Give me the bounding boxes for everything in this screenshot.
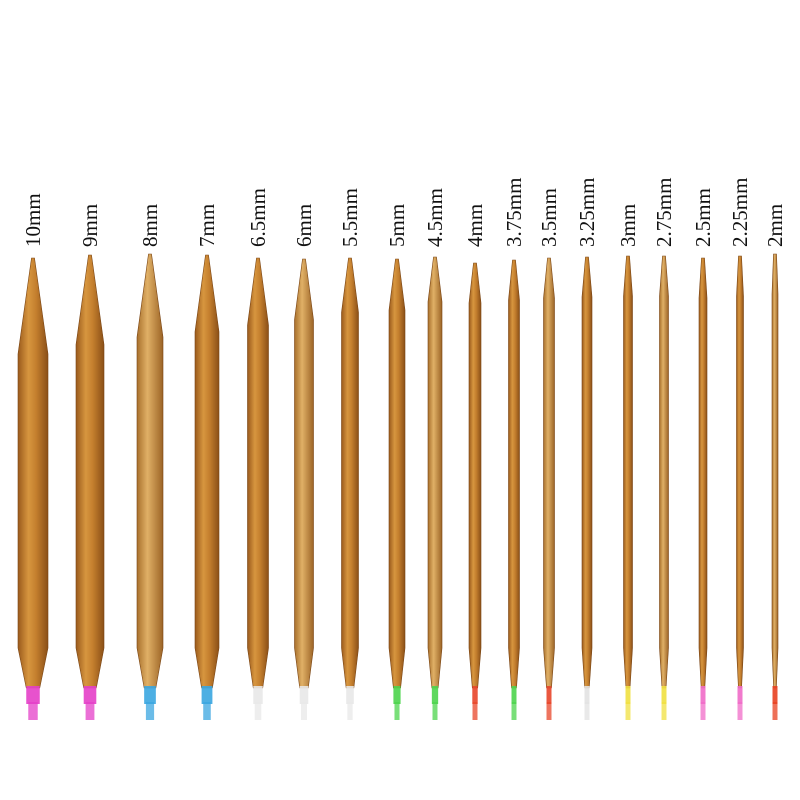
cable xyxy=(625,702,631,720)
size-label: 5.5mm xyxy=(338,188,362,247)
ferrule xyxy=(546,686,552,704)
ferrule xyxy=(201,686,213,704)
needle xyxy=(581,256,593,689)
size-label: 3mm xyxy=(616,204,640,247)
cable xyxy=(772,702,778,720)
ferrule xyxy=(511,686,517,704)
ferrule xyxy=(584,686,590,704)
needle xyxy=(194,254,220,689)
cable xyxy=(472,702,478,720)
cable xyxy=(203,702,211,720)
ferrule xyxy=(299,686,309,704)
size-label: 2mm xyxy=(763,204,787,247)
ferrule xyxy=(26,686,40,704)
needle xyxy=(341,257,359,689)
ferrule xyxy=(83,686,97,704)
size-label: 2.25mm xyxy=(728,178,752,247)
size-label: 3.5mm xyxy=(537,188,561,247)
needle xyxy=(388,258,406,689)
cable xyxy=(546,702,552,720)
ferrule xyxy=(472,686,478,704)
cable xyxy=(301,702,307,720)
size-label: 4mm xyxy=(463,204,487,247)
needle xyxy=(247,257,269,689)
size-label: 5mm xyxy=(385,204,409,247)
size-label: 7mm xyxy=(195,204,219,247)
needle xyxy=(508,259,520,689)
cable xyxy=(700,702,706,720)
cable xyxy=(394,702,400,720)
size-label: 2.5mm xyxy=(691,188,715,247)
cable xyxy=(347,702,353,720)
needle xyxy=(659,255,669,689)
cable xyxy=(661,702,667,720)
cable xyxy=(737,702,743,720)
ferrule xyxy=(144,686,156,704)
size-label: 6.5mm xyxy=(246,188,270,247)
needle xyxy=(736,255,744,689)
ferrule xyxy=(700,686,706,704)
ferrule xyxy=(393,686,401,704)
ferrule xyxy=(772,686,778,704)
size-label: 9mm xyxy=(78,204,102,247)
size-label: 6mm xyxy=(292,204,316,247)
ferrule xyxy=(346,686,354,704)
ferrule xyxy=(253,686,263,704)
ferrule xyxy=(661,686,667,704)
cable xyxy=(511,702,517,720)
needle xyxy=(698,257,708,689)
needle xyxy=(771,253,779,689)
cable xyxy=(145,702,155,720)
needle xyxy=(543,257,555,689)
needle xyxy=(427,256,443,689)
needle xyxy=(17,257,49,689)
needle xyxy=(623,255,633,689)
cable xyxy=(85,702,95,720)
size-label: 8mm xyxy=(138,204,162,247)
size-label: 10mm xyxy=(21,193,45,247)
size-label: 3.25mm xyxy=(575,178,599,247)
needle xyxy=(75,254,105,689)
ferrule xyxy=(737,686,743,704)
cable xyxy=(584,702,590,720)
cable xyxy=(28,702,38,720)
size-label: 2.75mm xyxy=(652,178,676,247)
needle xyxy=(468,262,482,689)
ferrule xyxy=(625,686,631,704)
size-label: 3.75mm xyxy=(502,178,526,247)
cable xyxy=(254,702,262,720)
size-label: 4.5mm xyxy=(423,188,447,247)
cable xyxy=(432,702,438,720)
needle xyxy=(136,253,164,689)
needle xyxy=(294,258,314,689)
ferrule xyxy=(431,686,439,704)
